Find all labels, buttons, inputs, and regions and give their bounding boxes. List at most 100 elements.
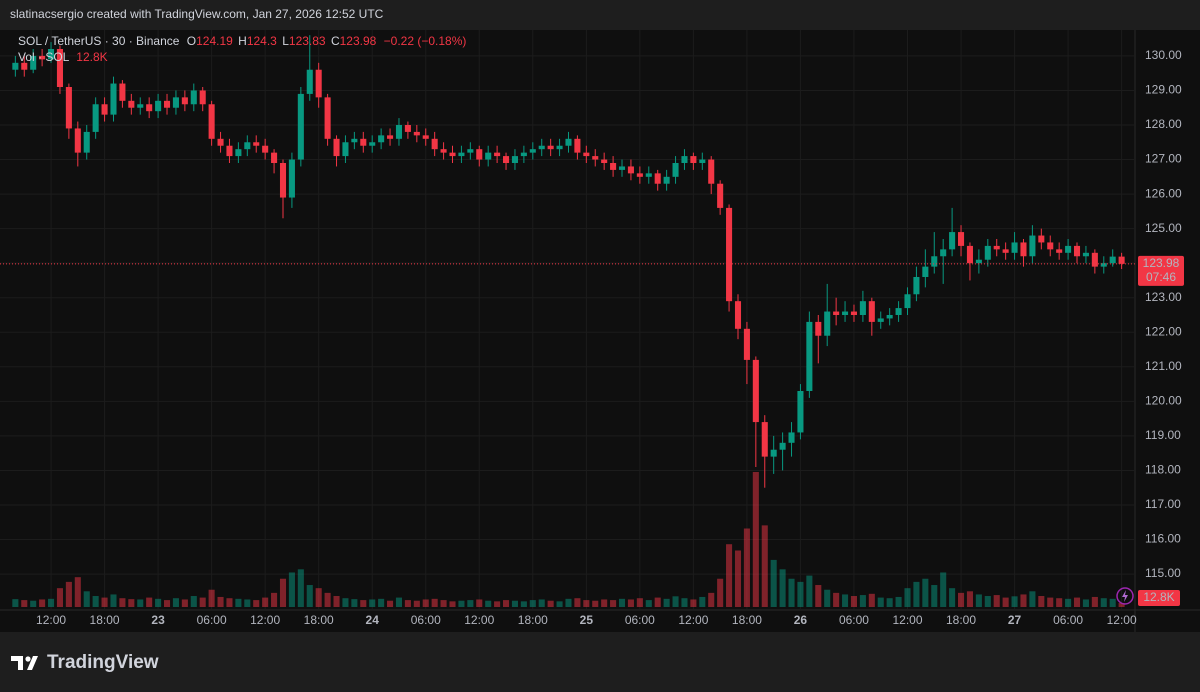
volume-bar (931, 585, 938, 607)
volume-bar (895, 596, 902, 607)
candle-body (806, 321, 813, 391)
y-tick-label: 127.00 (1145, 152, 1182, 166)
volume-bar (128, 599, 135, 607)
candle-body (574, 138, 581, 153)
grid (0, 30, 1135, 610)
candle-body (378, 135, 385, 143)
y-tick-label: 115.00 (1145, 566, 1181, 580)
volume-bar (708, 592, 715, 607)
volume-bar (92, 596, 99, 607)
x-tick-label: 12:00 (892, 613, 922, 627)
x-tick-label: 12:00 (464, 613, 494, 627)
candle-body (181, 97, 188, 105)
x-tick-label: 23 (151, 613, 165, 627)
x-tick-label: 06:00 (839, 613, 869, 627)
volume-bar (315, 588, 322, 607)
volume-bar (868, 593, 875, 607)
volume-bar (449, 601, 456, 607)
candle-body (1065, 245, 1072, 253)
candle-body (110, 83, 117, 115)
header-text: slatinacsergio created with TradingView.… (10, 7, 384, 21)
volume-bar (137, 599, 144, 607)
volume-bar (110, 594, 117, 607)
x-tick-label: 12:00 (678, 613, 708, 627)
candle-body (922, 266, 929, 277)
candle-body (137, 104, 144, 108)
candle-body (904, 294, 911, 309)
candle-body (734, 301, 742, 329)
x-tick-label: 06:00 (1053, 613, 1083, 627)
volume-bar (494, 601, 501, 607)
volume-bar (904, 588, 911, 607)
change: −0.22 (−0.18%) (384, 34, 467, 48)
x-tick-label: 12:00 (36, 613, 66, 627)
candle-body (101, 104, 108, 115)
candle-body (56, 48, 63, 87)
countdown: 07:46 (1146, 270, 1176, 284)
volume-bar (1100, 598, 1107, 607)
volume-bar (913, 581, 920, 607)
volume-bar (1038, 596, 1045, 607)
candle-body (788, 432, 795, 443)
candle-body (1056, 249, 1063, 253)
volume-bar (404, 600, 411, 607)
candle-body (1038, 235, 1045, 243)
candle-body (30, 55, 37, 70)
candle-body (333, 138, 340, 157)
candle-body (681, 156, 688, 163)
x-tick-label: 18:00 (518, 613, 548, 627)
volume-bar (244, 599, 251, 607)
candle-body (244, 142, 251, 150)
volume-bar (485, 600, 492, 607)
volume-bar (279, 578, 287, 607)
volume-bar (1056, 598, 1063, 607)
volume-bar (431, 598, 438, 607)
volume-bar (1011, 596, 1018, 607)
candle-body (413, 131, 420, 136)
candle-body (74, 128, 81, 153)
y-tick-label: 125.00 (1145, 221, 1182, 235)
candle-body (1109, 256, 1116, 264)
y-tick-label: 117.00 (1145, 497, 1181, 511)
candle-body (726, 207, 733, 302)
alert-icon (1116, 587, 1134, 605)
volume-bar (761, 525, 768, 607)
volume-bar (690, 599, 697, 607)
candle-body (458, 152, 465, 157)
volume-bar (601, 599, 608, 607)
x-tick-label: 06:00 (411, 613, 441, 627)
candle-body (868, 301, 875, 322)
volume-bar (262, 597, 269, 607)
candle-body (342, 142, 349, 157)
volume-bar (1065, 598, 1072, 607)
volume-bar (636, 598, 643, 607)
candle-body (583, 152, 590, 157)
candle-body (404, 124, 411, 132)
candle-body (743, 328, 750, 360)
alert-bolt (1122, 590, 1128, 602)
volume-bar (806, 575, 813, 607)
candle-body (494, 152, 501, 157)
candle-body (565, 138, 572, 146)
volume-bar (378, 598, 385, 607)
volume-title: Vol · SOL (18, 50, 70, 64)
volume-bar (1073, 597, 1081, 607)
y-tick-label: 126.00 (1145, 186, 1182, 200)
volume-bar (957, 592, 965, 607)
volume-bar (743, 528, 750, 607)
volume-bar (163, 600, 171, 607)
candle-body (217, 138, 224, 146)
volume-bar (342, 598, 349, 607)
volume-bar (859, 595, 866, 607)
volume-bar (886, 598, 893, 607)
high-value: 124.3 (247, 34, 277, 48)
logo-mark (11, 656, 38, 670)
volume-bar (458, 600, 465, 607)
volume-bar (1002, 597, 1009, 607)
volume-bar (333, 596, 340, 607)
candle-body (422, 135, 429, 139)
volume-bar (966, 591, 973, 607)
candle-body (592, 156, 599, 160)
volume-bar (949, 588, 956, 607)
candle-body (48, 48, 55, 60)
